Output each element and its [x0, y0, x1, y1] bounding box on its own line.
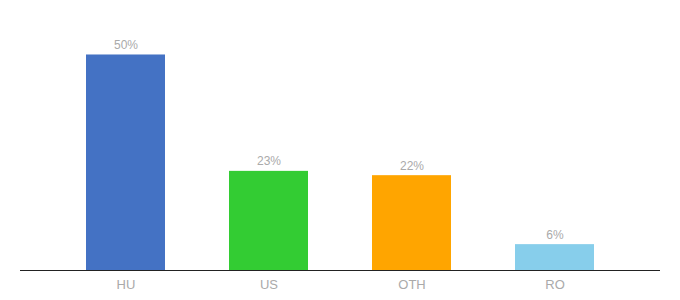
- svg-text:23%: 23%: [257, 154, 281, 168]
- svg-text:22%: 22%: [400, 159, 424, 173]
- svg-text:OTH: OTH: [398, 277, 425, 292]
- svg-text:HU: HU: [117, 277, 136, 292]
- svg-text:US: US: [260, 277, 278, 292]
- svg-text:50%: 50%: [114, 38, 138, 52]
- svg-text:RO: RO: [545, 277, 565, 292]
- svg-text:6%: 6%: [546, 228, 564, 242]
